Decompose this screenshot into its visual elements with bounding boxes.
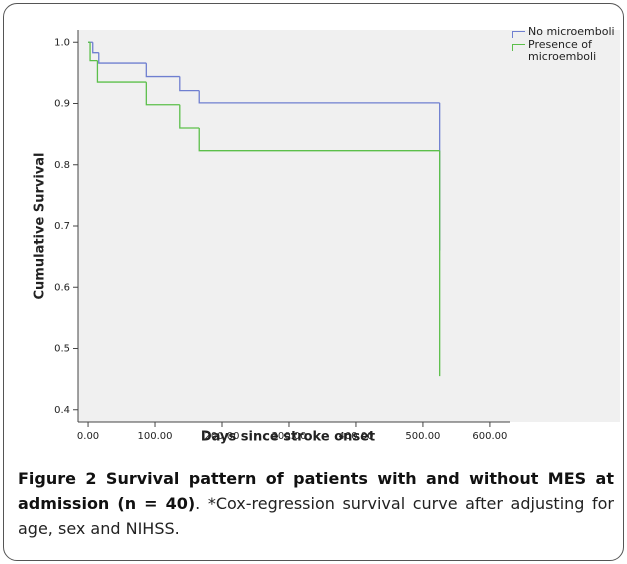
y-tick-label: 0.9	[54, 99, 70, 110]
y-tick-label: 0.5	[54, 344, 70, 355]
x-axis-label: Days since stroke onset	[201, 430, 375, 445]
y-axis-label: Cumulative Survival	[33, 153, 48, 300]
y-tick-label: 0.7	[54, 221, 70, 232]
x-tick-label: 0.00	[77, 431, 99, 442]
y-tick-label: 0.6	[54, 282, 70, 293]
survival-step	[179, 76, 200, 92]
legend: No microemboli Presence of microemboli	[512, 26, 620, 64]
y-tick-label: 0.4	[54, 405, 70, 416]
survival-step	[98, 52, 147, 64]
survival-step	[198, 90, 440, 104]
x-tick-label: 400.00	[338, 431, 373, 442]
x-tick-label: 600.00	[472, 431, 507, 442]
x-tick-label: 500.00	[405, 431, 440, 442]
survival-step	[96, 60, 147, 83]
legend-label: Presence of microemboli	[528, 38, 597, 63]
caption-text: . *Cox-regression survival curve after a…	[18, 494, 614, 538]
survival-step	[179, 104, 200, 129]
legend-label: No microemboli	[528, 25, 615, 38]
plot-background	[78, 30, 620, 422]
x-tick-label: 100.00	[138, 431, 173, 442]
chart: Days since stroke onset Cumulative Survi…	[33, 30, 620, 445]
caption-title: Figure 2 Survival pattern of patients wi…	[18, 469, 614, 513]
survival-step	[198, 128, 440, 152]
y-tick-label: 1.0	[54, 37, 70, 48]
survival-step	[145, 63, 180, 78]
survival-step	[145, 82, 180, 106]
legend-item: Presence of microemboli	[512, 39, 620, 63]
figure-caption: Figure 2 Survival pattern of patients wi…	[18, 466, 614, 541]
legend-item: No microemboli	[512, 26, 620, 38]
survival-step	[92, 42, 99, 54]
y-tick-label: 0.8	[54, 160, 70, 171]
legend-swatch	[512, 31, 525, 38]
x-tick-label: 300.00	[271, 431, 306, 442]
x-tick-label: 200.00	[205, 431, 240, 442]
figure-frame	[3, 3, 624, 561]
survival-step	[89, 42, 98, 62]
legend-swatch	[512, 44, 525, 51]
